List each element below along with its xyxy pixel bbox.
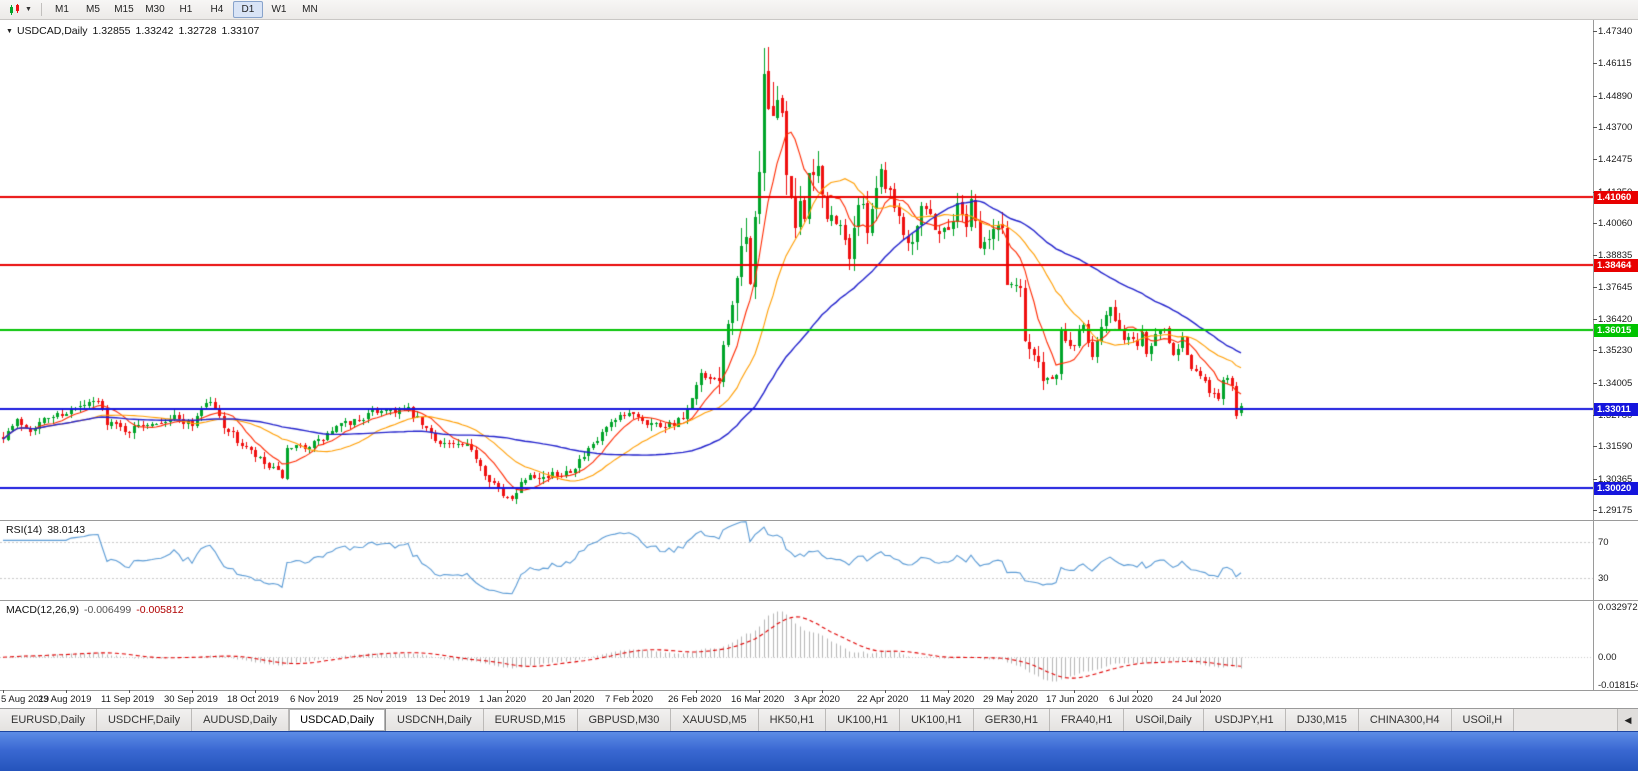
price-chart-canvas[interactable] [0, 20, 1593, 520]
pane-separator-rsi-macd[interactable] [0, 600, 1638, 601]
chart-tab-dj30-m15[interactable]: DJ30,M15 [1285, 709, 1359, 731]
open-value: 1.32855 [92, 25, 131, 37]
macd-indicator-canvas[interactable] [0, 600, 1593, 690]
candlestick-chart-icon [10, 4, 19, 15]
chart-tab-eurusd-daily[interactable]: EURUSD,Daily [0, 709, 97, 731]
timeframe-button-h4[interactable]: H4 [210, 4, 224, 15]
timeframe-button-m30[interactable]: M30 [145, 4, 165, 15]
chart-tab-ger30-h1[interactable]: GER30,H1 [973, 709, 1050, 731]
timeframe-button-d1[interactable]: D1 [232, 1, 263, 18]
rsi-value: 38.0143 [47, 524, 86, 536]
chart-title: ▼ USDCAD,Daily 1.32855 1.33242 1.32728 1.3310… [6, 25, 264, 37]
chart-tab-gbpusd-m30[interactable]: GBPUSD,M30 [577, 709, 672, 731]
timeframe-toolbar: ▼ M1 M5 M15 M30 H1 H4 D1 W1 MN [0, 0, 1638, 20]
chart-tab-usoil-h[interactable]: USOil,H [1451, 709, 1515, 731]
chart-tab-uk100-h1[interactable]: UK100,H1 [900, 709, 974, 731]
chart-tab-usoil-daily[interactable]: USOil,Daily [1124, 709, 1204, 731]
timeframe-button-w1[interactable]: W1 [271, 4, 287, 15]
rsi-label: RSI(14) [6, 524, 43, 536]
chart-tab-usdjpy-h1[interactable]: USDJPY,H1 [1203, 709, 1286, 731]
price-axis[interactable] [1594, 20, 1638, 690]
chart-tab-xauusd-m5[interactable]: XAUUSD,M5 [671, 709, 759, 731]
macd-label: MACD(12,26,9) [6, 604, 79, 616]
taskbar [0, 731, 1638, 771]
timeframe-buttons: M1 M5 M15 M30 H1 H4 D1 W1 MN [47, 1, 325, 18]
chart-tab-china300-h4[interactable]: CHINA300,H4 [1358, 709, 1452, 731]
macd-pane-title: MACD(12,26,9) -0.006499 -0.005812 [6, 604, 189, 616]
chart-tab-usdcad-daily[interactable]: USDCAD,Daily [289, 709, 387, 731]
chart-tabs-bar: EURUSD,Daily USDCHF,Daily AUDUSD,Daily USDC… [0, 708, 1638, 731]
toolbar-separator [40, 3, 42, 16]
price-axis-separator [1593, 20, 1594, 690]
timeframe-button-m5[interactable]: M5 [85, 4, 100, 15]
timeframe-button-h1[interactable]: H1 [179, 4, 193, 15]
chart-tab-uk100-h1[interactable]: UK100,H1 [826, 709, 901, 731]
macd-main-value: -0.006499 [83, 604, 132, 616]
chart-tab-usdchf-daily[interactable]: USDCHF,Daily [96, 709, 193, 731]
low-value: 1.32728 [178, 25, 217, 37]
high-value: 1.33242 [135, 25, 174, 37]
pane-separator-main-rsi[interactable] [0, 520, 1638, 521]
chart-tab-fra40-h1[interactable]: FRA40,H1 [1049, 709, 1125, 731]
rsi-pane-title: RSI(14) 38.0143 [6, 524, 90, 536]
tab-scroll-left-button[interactable]: ◀ [1617, 709, 1638, 731]
timeframe-button-m1[interactable]: M1 [54, 4, 69, 15]
chart-tab-audusd-daily[interactable]: AUDUSD,Daily [192, 709, 290, 731]
symbol-period-label: USDCAD,Daily [16, 25, 88, 37]
date-axis[interactable] [0, 690, 1593, 708]
chart-tab-usdcnh-daily[interactable]: USDCNH,Daily [386, 709, 484, 731]
chart-tab-hk50-h1[interactable]: HK50,H1 [758, 709, 827, 731]
rsi-indicator-canvas[interactable] [0, 520, 1593, 600]
chart-tabs: EURUSD,Daily USDCHF,Daily AUDUSD,Daily USDC… [0, 709, 1618, 731]
chevron-down-icon: ▼ [25, 5, 32, 13]
timeframe-button-m15[interactable]: M15 [114, 4, 134, 15]
chart-type-dropdown-button[interactable]: ▼ [4, 1, 36, 19]
chart-tab-eurusd-m15[interactable]: EURUSD,M15 [483, 709, 578, 731]
symbol-dropdown-icon[interactable]: ▼ [6, 28, 13, 35]
macd-signal-value: -0.005812 [136, 604, 184, 616]
timeframe-button-mn[interactable]: MN [302, 4, 318, 15]
date-axis-separator [0, 690, 1638, 691]
close-value: 1.33107 [221, 25, 260, 37]
